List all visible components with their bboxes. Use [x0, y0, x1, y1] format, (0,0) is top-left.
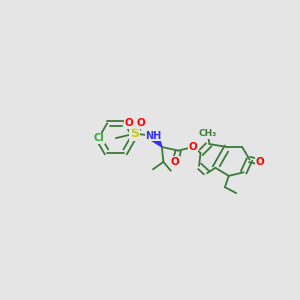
Text: S: S	[130, 127, 139, 140]
Text: O: O	[256, 157, 264, 167]
Text: O: O	[189, 142, 197, 152]
Text: NH: NH	[146, 131, 162, 141]
Text: O: O	[124, 118, 133, 128]
Polygon shape	[149, 133, 162, 147]
Text: O: O	[136, 118, 145, 128]
Text: Cl: Cl	[93, 133, 104, 143]
Text: O: O	[171, 157, 180, 167]
Text: CH₃: CH₃	[199, 129, 217, 138]
